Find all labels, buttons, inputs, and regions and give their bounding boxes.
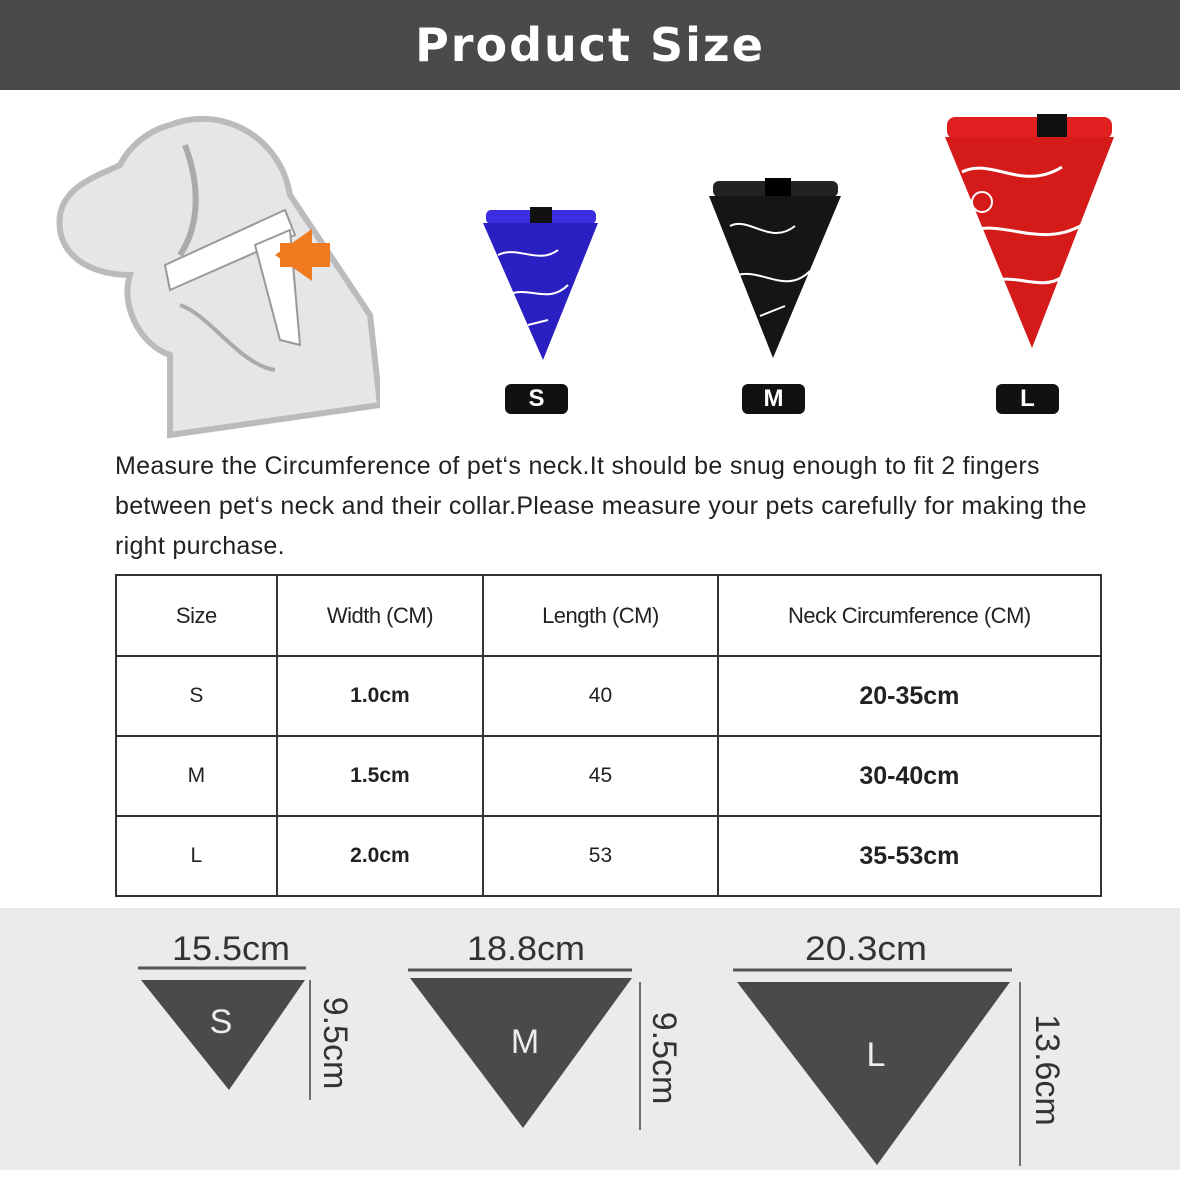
- bandana-m-image: [709, 178, 841, 358]
- cell-length: 40: [482, 655, 719, 737]
- cell-neck: 35-53cm: [716, 815, 1103, 897]
- triangle-label-s: S: [210, 1003, 233, 1041]
- cell-size: S: [115, 655, 278, 737]
- table-row: L 2.0cm 53 35-53cm: [115, 815, 1103, 897]
- dog-neck-measure-illustration: [56, 115, 380, 439]
- column-header: Width (CM): [275, 574, 485, 657]
- triangle-l: [737, 982, 1010, 1165]
- header-bar: Product Size: [0, 0, 1180, 90]
- size-badge-l: L: [996, 384, 1059, 414]
- cell-width: 1.0cm: [275, 655, 485, 737]
- table-row: S 1.0cm 40 20-35cm: [115, 655, 1103, 737]
- triangle-label-m: M: [511, 1023, 539, 1061]
- table-row: M 1.5cm 45 30-40cm: [115, 735, 1103, 817]
- dimension-diagram: 15.5cm 18.8cm 20.3cm S M L 9.5cm 9.5cm 1…: [138, 930, 1066, 1166]
- cell-neck: 20-35cm: [716, 655, 1103, 737]
- bandana-s-image: [483, 207, 598, 360]
- page-title: Product Size: [415, 18, 765, 72]
- cell-length: 53: [482, 815, 719, 897]
- width-label-s: 15.5cm: [172, 930, 290, 968]
- height-label-m: 9.5cm: [645, 1012, 683, 1105]
- cell-width: 2.0cm: [275, 815, 485, 897]
- cell-size: M: [115, 735, 278, 817]
- height-label-l: 13.6cm: [1028, 1014, 1066, 1126]
- height-label-s: 9.5cm: [316, 997, 354, 1090]
- cell-width: 1.5cm: [275, 735, 485, 817]
- measure-instructions: Measure the Circumference of pet‘s neck.…: [115, 452, 1087, 560]
- triangle-m: [410, 978, 632, 1128]
- column-header: Length (CM): [482, 574, 719, 657]
- column-header: Size: [115, 574, 278, 657]
- width-label-l: 20.3cm: [805, 930, 927, 968]
- size-badge-m: M: [742, 384, 805, 414]
- triangle-label-l: L: [867, 1036, 886, 1074]
- size-badge-s: S: [505, 384, 568, 414]
- width-label-m: 18.8cm: [467, 930, 585, 968]
- column-header: Neck Circumference (CM): [716, 574, 1103, 657]
- bandana-l-image: [945, 114, 1114, 348]
- cell-length: 45: [482, 735, 719, 817]
- table-header-row: Size Width (CM) Length (CM) Neck Circumf…: [115, 574, 1103, 657]
- cell-size: L: [115, 815, 278, 897]
- size-table: Size Width (CM) Length (CM) Neck Circumf…: [115, 574, 1103, 897]
- cell-neck: 30-40cm: [716, 735, 1103, 817]
- triangle-s: [141, 980, 305, 1090]
